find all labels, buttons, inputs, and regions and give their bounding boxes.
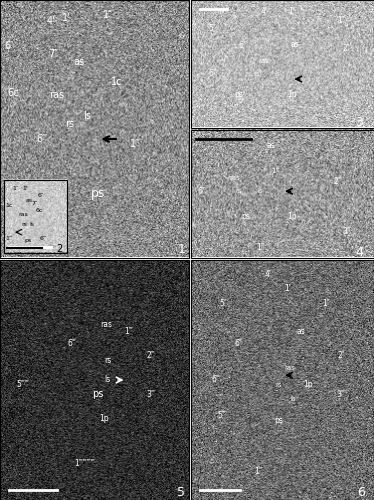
Text: rs: rs xyxy=(104,356,111,366)
Text: 1″: 1″ xyxy=(322,298,330,308)
Text: rs: rs xyxy=(22,222,28,228)
Text: 3‴: 3‴ xyxy=(342,228,351,236)
Text: 1‴: 1‴ xyxy=(256,243,265,252)
Text: rs: rs xyxy=(65,118,74,128)
Text: ps: ps xyxy=(24,238,31,244)
Text: 1c: 1c xyxy=(5,203,12,208)
Text: 3: 3 xyxy=(355,116,363,129)
Bar xyxy=(4,180,67,252)
Text: 5″: 5″ xyxy=(209,24,217,32)
Text: 1p: 1p xyxy=(99,414,109,423)
Text: 2: 2 xyxy=(56,244,63,254)
Bar xyxy=(0,260,189,500)
Text: 1″: 1″ xyxy=(103,10,113,20)
Text: ps: ps xyxy=(92,390,104,400)
Text: as: as xyxy=(25,198,33,203)
Text: 1‴: 1‴ xyxy=(254,466,263,475)
Text: ras: ras xyxy=(259,58,269,64)
Text: 1‴: 1‴ xyxy=(131,139,142,149)
Text: 1': 1' xyxy=(288,7,295,16)
Text: ls: ls xyxy=(258,188,263,194)
Text: 1‴: 1‴ xyxy=(5,236,12,240)
Text: 2‴: 2‴ xyxy=(147,352,156,360)
Text: ras: ras xyxy=(229,176,240,182)
Text: ls: ls xyxy=(291,396,296,402)
Text: 1': 1' xyxy=(62,13,70,23)
Text: 1‴‴‴‴: 1‴‴‴‴ xyxy=(75,460,95,468)
Text: 1‴: 1‴ xyxy=(271,168,279,174)
Text: 6‴: 6‴ xyxy=(40,236,47,240)
Text: 3‴: 3‴ xyxy=(337,390,346,399)
Text: 5: 5 xyxy=(177,486,185,500)
Text: ls: ls xyxy=(274,71,280,77)
Bar xyxy=(0,0,189,258)
Text: ps: ps xyxy=(91,186,105,200)
Text: 6: 6 xyxy=(357,486,365,500)
Text: 1': 1' xyxy=(22,186,28,191)
Text: 1″: 1″ xyxy=(12,186,18,191)
Text: 1c: 1c xyxy=(111,78,123,88)
Text: 5‴‴: 5‴‴ xyxy=(16,380,29,390)
Text: 6″: 6″ xyxy=(4,42,14,51)
Text: 6‴: 6‴ xyxy=(67,340,76,348)
Text: ras: ras xyxy=(18,212,28,218)
Text: rs: rs xyxy=(276,382,282,388)
Text: 1″: 1″ xyxy=(337,16,345,25)
Text: ras: ras xyxy=(49,90,64,101)
Text: 7″: 7″ xyxy=(48,49,58,59)
Text: 3‴: 3‴ xyxy=(147,390,156,399)
Text: 1‴: 1‴ xyxy=(124,328,133,336)
Text: 6c: 6c xyxy=(7,88,19,98)
Text: 2″: 2″ xyxy=(343,44,350,53)
Text: 6″: 6″ xyxy=(198,186,206,196)
Text: ps: ps xyxy=(234,90,243,99)
Text: ls: ls xyxy=(30,222,35,228)
Text: 5‴: 5‴ xyxy=(217,412,226,420)
Bar xyxy=(191,130,374,258)
Bar xyxy=(191,260,374,500)
Text: 1p: 1p xyxy=(287,212,296,221)
Text: 2″: 2″ xyxy=(337,352,345,360)
Text: 1p: 1p xyxy=(303,380,313,390)
Text: as: as xyxy=(267,141,276,150)
Text: 2″: 2″ xyxy=(334,176,341,186)
Text: 4': 4' xyxy=(264,270,271,279)
Text: 6‴: 6‴ xyxy=(208,70,217,78)
Text: ls: ls xyxy=(104,376,111,384)
Text: ras: ras xyxy=(100,320,112,330)
Text: ls: ls xyxy=(83,111,91,121)
Text: 4': 4' xyxy=(47,16,55,26)
Text: as: as xyxy=(291,40,300,49)
Text: as: as xyxy=(296,328,305,336)
Text: 6c: 6c xyxy=(36,208,43,213)
Text: ras: ras xyxy=(284,365,295,371)
Text: 4': 4' xyxy=(261,7,267,16)
Text: 5″: 5″ xyxy=(220,298,228,308)
Text: 6″: 6″ xyxy=(234,340,242,348)
Text: 1p: 1p xyxy=(287,90,296,99)
Text: 6″: 6″ xyxy=(238,42,246,50)
Text: 6″: 6″ xyxy=(37,194,44,198)
Text: 7″: 7″ xyxy=(31,200,37,205)
Text: 6‴: 6‴ xyxy=(212,376,221,384)
Text: as: as xyxy=(74,57,85,67)
Text: 1': 1' xyxy=(285,284,291,294)
Text: rs: rs xyxy=(254,71,260,77)
Text: 6‴: 6‴ xyxy=(36,134,47,144)
Text: 4: 4 xyxy=(355,246,363,259)
Text: ps: ps xyxy=(241,212,250,221)
Text: rs: rs xyxy=(235,188,242,194)
Text: 1: 1 xyxy=(177,244,185,256)
Text: ps: ps xyxy=(274,416,283,426)
Bar xyxy=(191,0,374,128)
